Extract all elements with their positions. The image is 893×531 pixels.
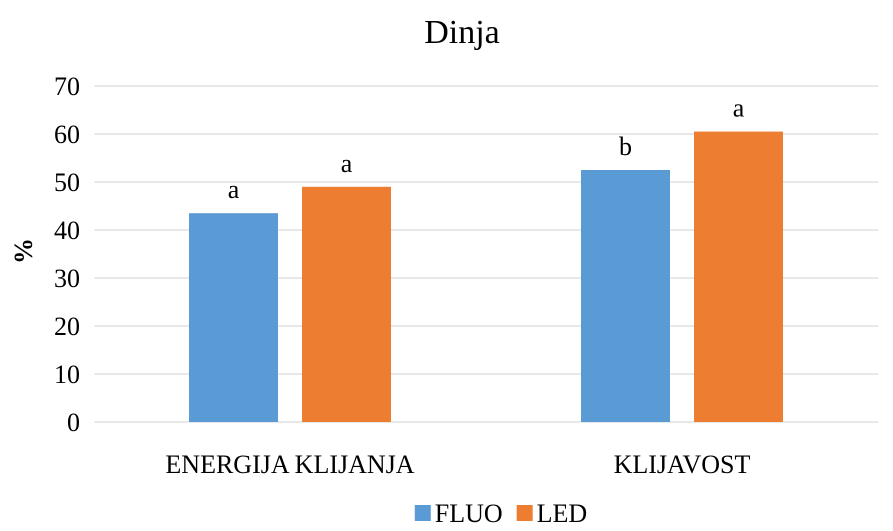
bar-annotation: a	[228, 175, 240, 204]
bar-fluo-1	[581, 170, 670, 422]
y-tick-label: 30	[54, 264, 80, 293]
bar-annotation: a	[341, 149, 353, 178]
y-tick-label: 50	[54, 168, 80, 197]
y-tick-label: 40	[54, 216, 80, 245]
x-category-label: KLIJAVOST	[614, 450, 751, 479]
bar-annotation: a	[733, 94, 745, 123]
bar-led-1	[694, 131, 783, 422]
bar-led-0	[302, 186, 391, 422]
y-tick-label: 20	[54, 312, 80, 341]
bar-annotation: b	[619, 132, 632, 161]
y-axis-label: %	[9, 238, 38, 264]
legend-label: LED	[537, 499, 588, 528]
legend-swatch-fluo	[414, 505, 431, 521]
x-category-label: ENERGIJA KLIJANJA	[165, 450, 414, 479]
legend: FLUO LED	[414, 499, 588, 528]
x-axis-categories: ENERGIJA KLIJANJA KLIJAVOST	[165, 450, 750, 479]
bar-annotations: a a b a	[228, 94, 745, 205]
bars	[189, 131, 783, 422]
y-tick-label: 70	[54, 72, 80, 101]
bar-fluo-0	[189, 213, 278, 422]
legend-swatch-led	[516, 505, 533, 521]
y-tick-label: 60	[54, 120, 80, 149]
y-tick-label: 10	[54, 360, 80, 389]
legend-label: FLUO	[435, 499, 503, 528]
chart-title: Dinja	[424, 14, 500, 51]
y-axis-ticks: 0 10 20 30 40 50 60 70	[54, 72, 80, 437]
y-tick-label: 0	[67, 408, 80, 437]
